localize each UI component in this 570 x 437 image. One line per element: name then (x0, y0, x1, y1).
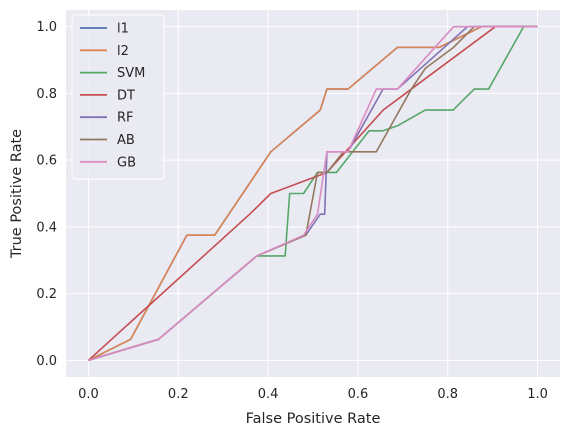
x-tick-label: 0.6 (348, 387, 369, 402)
legend-label-ab: AB (117, 133, 135, 148)
y-tick-label: 0.8 (36, 87, 57, 102)
x-axis-label: False Positive Rate (246, 411, 381, 427)
series-line-l2 (88, 25, 538, 362)
legend-label-l2: l2 (117, 44, 129, 59)
legend-frame (71, 14, 165, 180)
y-tick-label: 0.4 (36, 220, 57, 235)
x-tick-label: 0.2 (168, 387, 189, 402)
legend-label-gb: GB (117, 155, 136, 170)
y-tick-labels: 0.0 0.2 0.4 0.6 0.8 1.0 (36, 20, 57, 369)
x-tick-label: 0.0 (78, 387, 99, 402)
x-tick-labels: 0.0 0.2 0.4 0.6 0.8 1.0 (78, 387, 548, 402)
x-tick-label: 1.0 (527, 387, 548, 402)
series-layer (87, 25, 538, 362)
grid-lines (66, 10, 560, 377)
x-tick-label: 0.8 (437, 387, 458, 402)
y-tick-label: 1.0 (36, 20, 57, 35)
legend-label-rf: RF (117, 111, 134, 126)
series-line-svm (88, 25, 538, 362)
y-tick-label: 0.6 (36, 154, 57, 169)
x-tick-label: 0.4 (258, 387, 279, 402)
y-tick-label: 0.2 (36, 287, 57, 302)
legend: l1 l2 SVM DT RF AB GB (71, 14, 165, 180)
y-tick-label: 0.0 (36, 354, 57, 369)
series-line-gb (88, 25, 538, 362)
legend-label-dt: DT (117, 88, 135, 103)
y-axis-label: True Positive Rate (9, 129, 25, 259)
legend-label-svm: SVM (117, 66, 145, 81)
legend-label-l1: l1 (117, 22, 129, 37)
series-line-dt (87, 25, 538, 361)
